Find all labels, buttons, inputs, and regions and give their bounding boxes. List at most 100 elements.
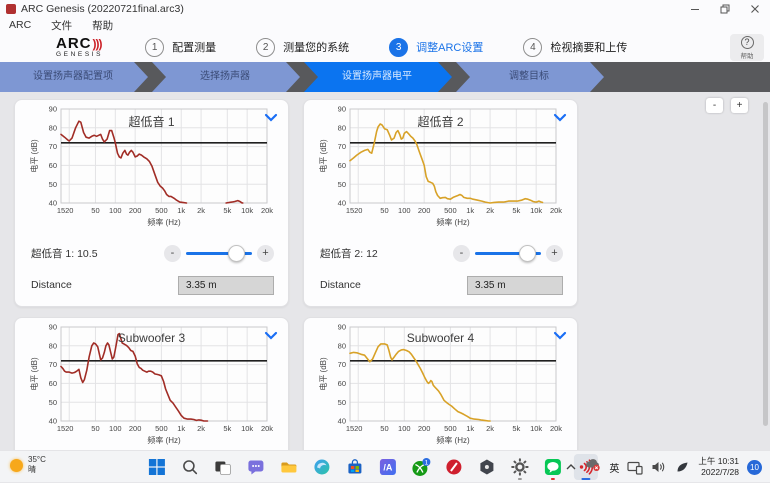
minimize-button[interactable] xyxy=(680,0,710,18)
hidden-icons-chevron-icon[interactable] xyxy=(565,461,577,473)
svg-text:1k: 1k xyxy=(466,206,474,215)
onedrive-tray-button[interactable] xyxy=(585,457,601,477)
svg-text:500: 500 xyxy=(155,206,168,215)
svg-text:50: 50 xyxy=(91,206,99,215)
task-view-button[interactable] xyxy=(211,454,235,480)
slider-knob[interactable] xyxy=(228,245,245,262)
hexagon-app-button[interactable] xyxy=(475,454,499,480)
slider-minus-button[interactable]: - xyxy=(453,245,470,262)
svg-text:20: 20 xyxy=(354,424,362,433)
level-row: 超低音 2: 12 - + xyxy=(304,238,577,268)
notification-count-badge[interactable]: 10 xyxy=(747,460,762,475)
svg-text:2k: 2k xyxy=(197,424,205,433)
zoom-out-button[interactable]: - xyxy=(706,98,723,113)
step-3-label: 调整ARC设置 xyxy=(416,39,483,55)
line-app-button[interactable] xyxy=(541,454,565,480)
svg-text:15: 15 xyxy=(56,206,64,215)
svg-text:电平 (dB): 电平 (dB) xyxy=(29,357,39,391)
sun-icon xyxy=(10,459,23,472)
chevron-down-icon[interactable] xyxy=(264,331,278,340)
close-button[interactable] xyxy=(740,0,770,18)
file-explorer-button[interactable] xyxy=(277,454,301,480)
edge-icon xyxy=(313,458,331,476)
svg-text:50: 50 xyxy=(337,398,345,407)
svg-text:1: 1 xyxy=(425,459,429,466)
arc-genesis-logo: ARC ))) GENESIS xyxy=(56,36,103,59)
anthem-app-button[interactable] xyxy=(442,454,466,480)
breadcrumb-speaker-profile[interactable]: 设置扬声器配置项 xyxy=(0,62,148,92)
help-button-label: 帮助 xyxy=(741,50,754,60)
chat-button[interactable] xyxy=(244,454,268,480)
edge-browser-button[interactable] xyxy=(310,454,334,480)
distance-input[interactable]: 3.35 m xyxy=(467,276,563,295)
svg-text:40: 40 xyxy=(337,199,345,208)
menu-item-help[interactable]: 帮助 xyxy=(92,18,113,33)
volume-icon[interactable] xyxy=(651,460,667,474)
distance-row: Distance 3.35 m xyxy=(304,270,577,300)
cast-device-icon[interactable] xyxy=(627,460,643,475)
search-icon xyxy=(181,458,199,476)
svg-text:200: 200 xyxy=(128,206,141,215)
breadcrumb-adjust-targets[interactable]: 调整目标 xyxy=(456,62,604,92)
chevron-down-icon[interactable] xyxy=(264,113,278,122)
svg-text:500: 500 xyxy=(155,424,168,433)
svg-text:15: 15 xyxy=(56,424,64,433)
step-3-adjust-arc-settings[interactable]: 3 调整ARC设置 xyxy=(389,38,483,57)
search-button[interactable] xyxy=(178,454,202,480)
level-slider: - + xyxy=(453,245,563,262)
svg-text:/A: /A xyxy=(383,463,393,473)
xbox-button[interactable]: 1 xyxy=(409,454,433,480)
ime-language-indicator[interactable]: 英 xyxy=(609,460,619,475)
step-2-measure-system[interactable]: 2 测量您的系统 xyxy=(256,38,349,57)
slider-knob[interactable] xyxy=(519,245,536,262)
chevron-down-icon[interactable] xyxy=(553,113,567,122)
menu-item-file[interactable]: 文件 xyxy=(51,18,72,33)
svg-text:电平 (dB): 电平 (dB) xyxy=(29,139,39,173)
microsoft-store-button[interactable] xyxy=(343,454,367,480)
task-view-icon xyxy=(214,458,232,476)
breadcrumb-set-speaker-levels[interactable]: 设置扬声器电平 xyxy=(304,62,452,92)
breadcrumb-select-speakers[interactable]: 选择扬声器 xyxy=(152,62,300,92)
slider-track[interactable] xyxy=(475,245,541,262)
xbox-icon: 1 xyxy=(411,458,431,477)
help-button[interactable]: ? 帮助 xyxy=(730,34,764,61)
slider-plus-button[interactable]: + xyxy=(546,245,563,262)
step-4-review-upload[interactable]: 4 检视摘要和上传 xyxy=(523,38,627,57)
start-button[interactable] xyxy=(145,454,169,480)
distance-input[interactable]: 3.35 m xyxy=(178,276,274,295)
zoom-in-button[interactable]: + xyxy=(731,98,748,113)
restore-button[interactable] xyxy=(710,0,740,18)
slider-track[interactable] xyxy=(186,245,252,262)
pen-ink-icon[interactable] xyxy=(675,460,690,474)
logo-arc-text: ARC xyxy=(56,36,92,51)
chevron-down-icon[interactable] xyxy=(553,331,567,340)
menu-item-arc[interactable]: ARC xyxy=(9,19,31,31)
step-4-label: 检视摘要和上传 xyxy=(550,39,627,55)
running-indicator xyxy=(518,478,522,481)
zoom-controls: - + xyxy=(706,98,748,113)
clock[interactable]: 上午 10:31 2022/7/28 xyxy=(698,456,739,477)
svg-text:70: 70 xyxy=(337,360,345,369)
weather-widget[interactable]: 35°C 晴 xyxy=(10,455,46,476)
svg-text:50: 50 xyxy=(91,424,99,433)
slider-plus-button[interactable]: + xyxy=(257,245,274,262)
app-a-button[interactable]: /A xyxy=(376,454,400,480)
title-bar[interactable]: ARC Genesis (20220721final.arc3) xyxy=(0,0,770,18)
slider-minus-button[interactable]: - xyxy=(164,245,181,262)
settings-button[interactable] xyxy=(508,454,532,480)
step-1-configure-measurement[interactable]: 1 配置测量 xyxy=(145,38,216,57)
svg-text:50: 50 xyxy=(48,180,56,189)
wizard-steps: 1 配置测量 2 测量您的系统 3 调整ARC设置 4 检视摘要和上传 xyxy=(145,38,627,57)
app-header: ARC ))) GENESIS 1 配置测量 2 测量您的系统 3 调整ARC设… xyxy=(0,32,770,62)
svg-text:5k: 5k xyxy=(223,424,231,433)
svg-text:1k: 1k xyxy=(177,206,185,215)
svg-text:40: 40 xyxy=(337,417,345,426)
svg-text:20: 20 xyxy=(65,206,73,215)
vertical-scrollbar[interactable] xyxy=(763,102,768,426)
